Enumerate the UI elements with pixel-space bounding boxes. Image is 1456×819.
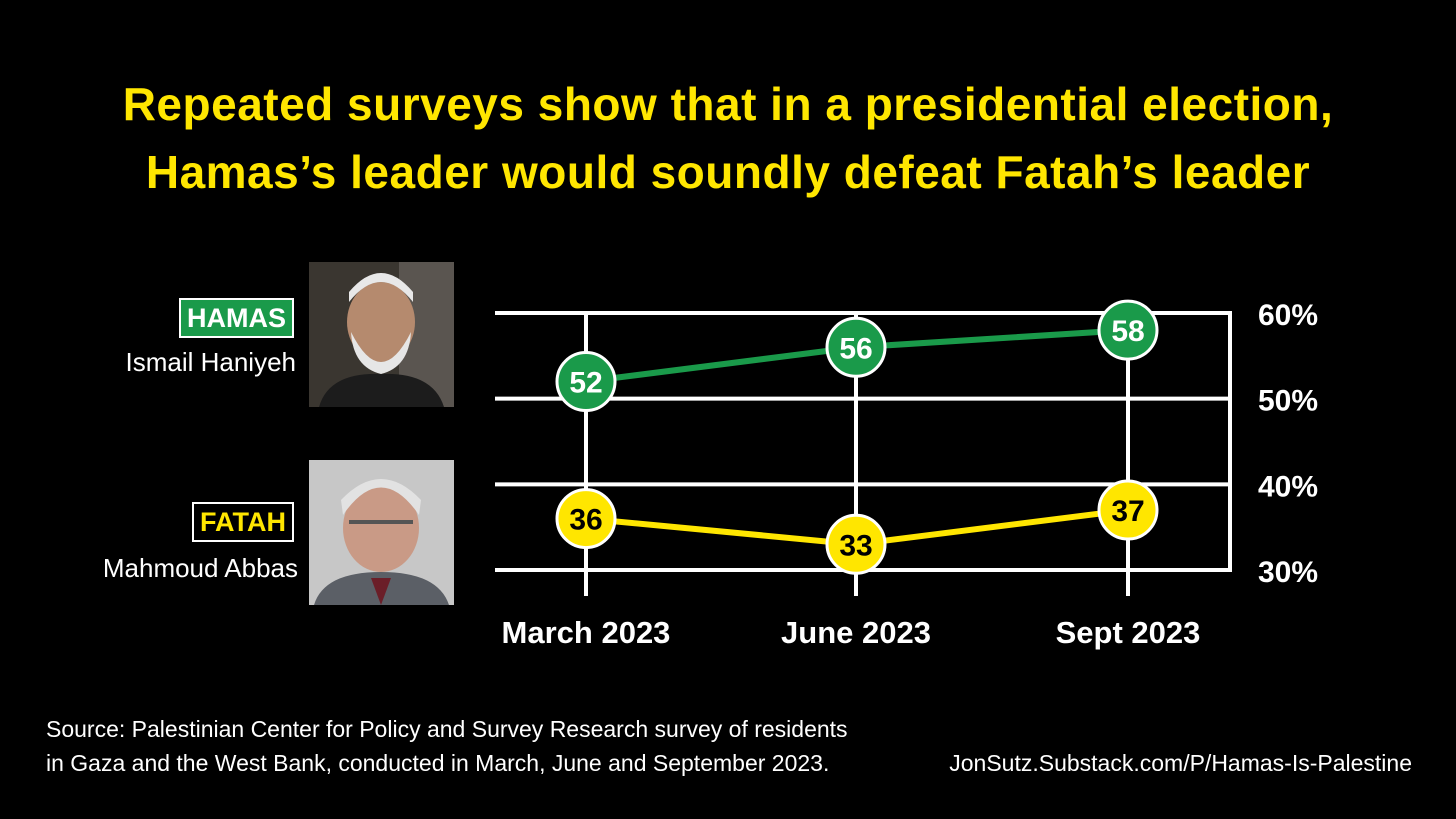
hamas-data-label: 52 (569, 367, 602, 400)
title-line-1: Repeated surveys show that in a presiden… (122, 78, 1334, 130)
y-tick-label: 30% (1258, 556, 1318, 589)
fatah-point (825, 513, 887, 575)
chart-title: Repeated surveys show that in a presiden… (0, 70, 1456, 206)
hamas-point (1097, 299, 1159, 361)
y-tick-label: 40% (1258, 470, 1318, 503)
hamas-data-label: 56 (839, 332, 872, 365)
hamas-leader-name: Ismail Haniyeh (125, 347, 296, 377)
abbas-photo (309, 460, 454, 605)
hamas-point (825, 316, 887, 378)
x-tick-label: Sept 2023 (1056, 615, 1201, 650)
hamas-data-label: 58 (1111, 315, 1144, 348)
fatah-badge: FATAH (192, 502, 294, 542)
fatah-data-label: 33 (839, 529, 872, 562)
fatah-leader-name: Mahmoud Abbas (102, 553, 298, 583)
source-line-2: in Gaza and the West Bank, conducted in … (46, 750, 830, 776)
title-line-2: Hamas’s leader would soundly defeat Fata… (145, 146, 1311, 198)
credit-link[interactable]: JonSutz.Substack.com/P/Hamas-Is-Palestin… (949, 750, 1412, 776)
hamas-point (555, 351, 617, 413)
haniyeh-photo (309, 262, 454, 407)
fatah-data-label: 36 (569, 504, 602, 537)
source-line-1: Source: Palestinian Center for Policy an… (46, 716, 848, 742)
x-tick-label: June 2023 (781, 615, 931, 650)
y-tick-label: 60% (1258, 299, 1318, 332)
fatah-point (555, 488, 617, 550)
source-note: Source: Palestinian Center for Policy an… (46, 712, 848, 780)
fatah-data-label: 37 (1111, 495, 1144, 528)
hamas-badge: HAMAS (179, 298, 294, 338)
x-tick-label: March 2023 (502, 615, 671, 650)
y-tick-label: 50% (1258, 385, 1318, 418)
fatah-point (1097, 479, 1159, 541)
